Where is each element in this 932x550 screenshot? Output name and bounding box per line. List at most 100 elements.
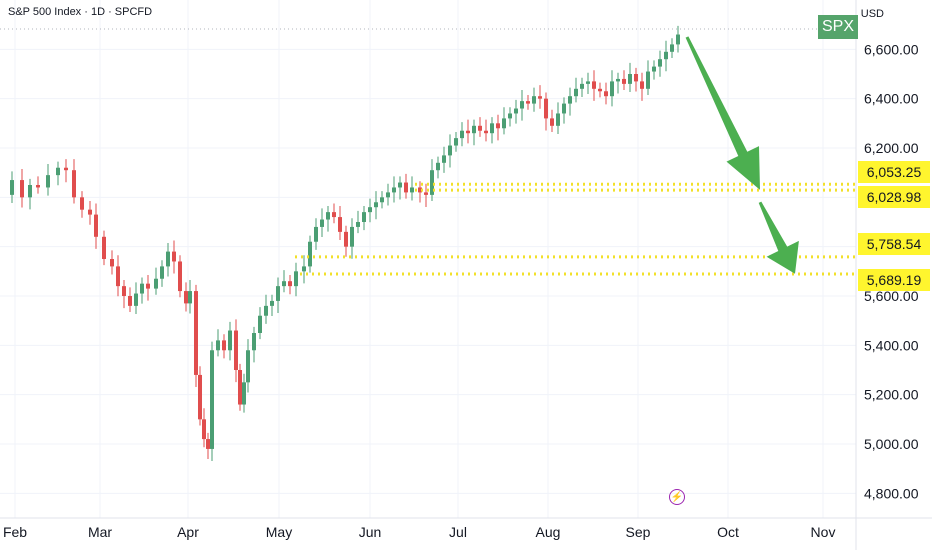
- candle-body: [418, 187, 422, 193]
- candle-body: [282, 281, 286, 287]
- candle-body: [640, 81, 644, 89]
- candle-body: [610, 81, 614, 97]
- candle-body: [586, 81, 590, 84]
- candle-body: [234, 330, 238, 370]
- candle-body: [362, 212, 366, 222]
- candle-body: [532, 96, 536, 104]
- x-tick-label: Jun: [359, 524, 382, 540]
- candle-body: [550, 118, 554, 126]
- candle-body: [36, 185, 40, 188]
- x-tick-label: Jul: [449, 524, 467, 540]
- candle-body: [436, 162, 440, 171]
- candle-body: [392, 187, 396, 193]
- candle-body: [166, 251, 170, 267]
- y-tick-label: 5,600.00: [864, 288, 919, 304]
- candle-body: [466, 130, 470, 134]
- x-tick-label: Aug: [536, 524, 561, 540]
- candle-body: [28, 185, 32, 198]
- candle-body: [276, 286, 280, 301]
- candle-body: [194, 291, 198, 375]
- candle-body: [252, 333, 256, 351]
- y-tick-label: 5,400.00: [864, 337, 919, 353]
- candle-body: [658, 59, 662, 67]
- candle-body: [622, 78, 626, 84]
- candle-body: [598, 88, 602, 92]
- lightning-icon[interactable]: ⚡: [669, 489, 685, 505]
- candle-body: [210, 350, 214, 449]
- level-label: 6,028.98: [858, 186, 930, 208]
- candle-body: [242, 382, 246, 405]
- candle-body: [246, 350, 250, 383]
- candle-body: [374, 202, 378, 208]
- candle-body: [80, 197, 84, 210]
- level-label: 6,053.25: [858, 161, 930, 183]
- candle-body: [356, 222, 360, 227]
- candle-body: [188, 291, 192, 304]
- candle-body: [46, 175, 50, 188]
- candle-body: [238, 370, 242, 405]
- candle-body: [410, 187, 414, 193]
- candle-body: [556, 113, 560, 126]
- candle-body: [140, 283, 144, 294]
- candle-body: [178, 261, 182, 292]
- candle-body: [326, 212, 330, 220]
- candle-body: [448, 145, 452, 156]
- candle-body: [206, 439, 210, 449]
- candle-body: [368, 207, 372, 213]
- candle-body: [20, 180, 24, 198]
- candle-body: [94, 214, 98, 237]
- candle-body: [160, 266, 164, 279]
- candle-body: [102, 236, 106, 259]
- candle-body: [72, 170, 76, 198]
- candle-body: [270, 300, 274, 306]
- candle-body: [302, 266, 306, 272]
- candle-body: [634, 74, 638, 82]
- candle-body: [544, 98, 548, 119]
- candle-body: [592, 81, 596, 89]
- candle-body: [258, 315, 262, 333]
- candle-body: [386, 192, 390, 198]
- y-tick-label: 6,400.00: [864, 91, 919, 107]
- candle-body: [288, 281, 292, 287]
- candle-body: [222, 340, 226, 351]
- candle-body: [496, 123, 500, 129]
- candle-body: [128, 296, 132, 306]
- candle-body: [184, 291, 188, 304]
- x-tick-label: Nov: [811, 524, 836, 540]
- candle-body: [338, 217, 342, 232]
- candle-body: [424, 192, 428, 195]
- candle-body: [198, 374, 202, 420]
- candle-body: [562, 103, 566, 114]
- y-tick-label: 5,200.00: [864, 387, 919, 403]
- candle-body: [294, 271, 298, 287]
- candle-body: [472, 125, 476, 134]
- trend-arrow: [685, 36, 760, 190]
- candle-body: [646, 71, 650, 89]
- candle-body: [442, 155, 446, 163]
- candle-body: [122, 286, 126, 296]
- x-tick-label: Mar: [88, 524, 112, 540]
- candle-body: [604, 91, 608, 97]
- x-tick-label: May: [266, 524, 292, 540]
- candle-body: [538, 96, 542, 99]
- candle-body: [64, 167, 68, 171]
- candle-body: [380, 197, 384, 203]
- candle-body: [454, 138, 458, 146]
- candle-body: [314, 226, 318, 242]
- candle-body: [478, 125, 482, 131]
- level-label: 5,689.19: [858, 269, 930, 291]
- level-label: 5,758.54: [858, 233, 930, 255]
- candle-body: [430, 170, 434, 195]
- candle-body: [56, 167, 60, 176]
- x-tick-label: Sep: [626, 524, 651, 540]
- candle-body: [508, 113, 512, 119]
- x-tick-label: Feb: [3, 524, 27, 540]
- candle-body: [172, 251, 176, 262]
- candle-body: [520, 101, 524, 109]
- trend-arrow: [758, 201, 799, 274]
- candle-body: [10, 180, 14, 195]
- currency-label: USD: [860, 8, 884, 20]
- candle-body: [460, 130, 464, 139]
- candle-body: [350, 226, 354, 247]
